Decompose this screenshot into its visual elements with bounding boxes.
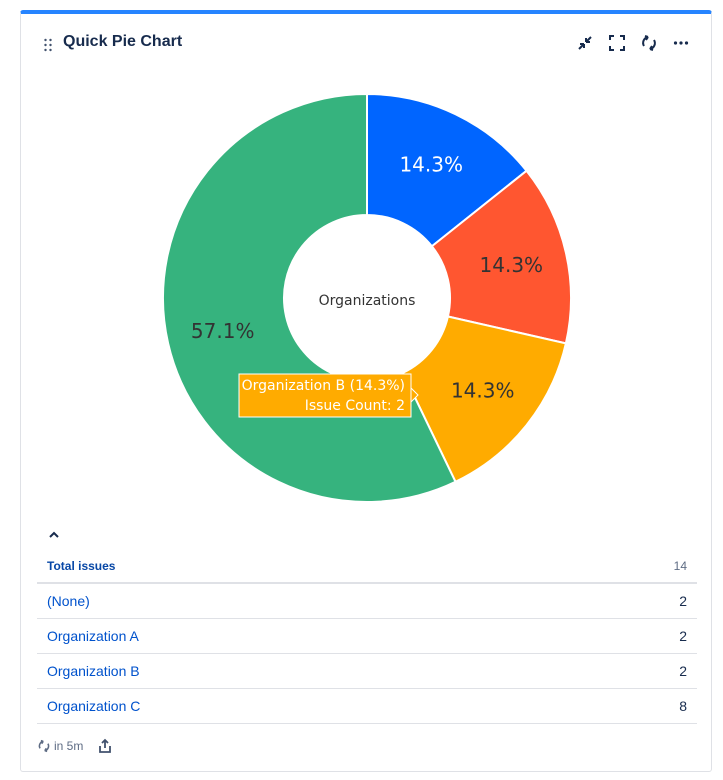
row-label-link[interactable]: Organization C (47, 698, 141, 714)
table-row: (None) 2 (37, 584, 697, 619)
row-count: 2 (679, 663, 687, 679)
total-issues-label: Total issues (47, 559, 116, 573)
minimize-button[interactable] (574, 32, 596, 54)
tooltip-line-1: Organization B (14.3%) (242, 378, 405, 394)
slice-percentage-label: 57.1% (191, 319, 255, 343)
gadget-header: Quick Pie Chart (21, 14, 711, 70)
table-row: Organization B 2 (37, 654, 697, 689)
row-count: 2 (679, 593, 687, 609)
chart-tooltip: Organization B (14.3%) Issue Count: 2 (238, 373, 419, 418)
refresh-button[interactable] (638, 32, 660, 54)
more-button[interactable] (670, 32, 692, 54)
refresh-icon (642, 35, 656, 51)
chart-center-label: Organizations (319, 293, 416, 309)
pie-slice[interactable] (366, 92, 528, 248)
collapse-chevron-icon[interactable] (45, 526, 63, 544)
quick-pie-chart-gadget: Quick Pie Chart 14.3% 14. (20, 10, 712, 772)
row-label-link[interactable]: Organization A (47, 628, 139, 644)
issues-table: Total issues 14 (None) 2 Organization A 2 Or… (37, 550, 697, 724)
total-issues-count: 14 (673, 559, 687, 573)
gadget-title: Quick Pie Chart (63, 33, 183, 50)
row-label-link[interactable]: (None) (47, 593, 90, 609)
table-header-row: Total issues 14 (37, 550, 697, 584)
table-row: Organization C 8 (37, 689, 697, 724)
fullscreen-icon (609, 35, 625, 51)
tooltip-box (238, 373, 412, 418)
row-label-link[interactable]: Organization B (47, 663, 140, 679)
slice-percentage-label: 14.3% (451, 378, 515, 402)
tooltip-arrow (410, 386, 419, 404)
pie-slice[interactable] (430, 169, 572, 345)
row-count: 2 (679, 628, 687, 644)
fullscreen-button[interactable] (606, 32, 628, 54)
auto-refresh-indicator: in 5m (37, 739, 83, 753)
tooltip-line-2: Issue Count: 2 (305, 398, 405, 414)
refresh-interval-text: in 5m (54, 739, 84, 753)
pie-chart: 14.3% 14.3% 14.3% 57.1% Organizations Organ… (21, 70, 713, 530)
pie-chart-svg: 14.3% 14.3% 14.3% 57.1% Organizations Organ… (162, 92, 572, 503)
table-row: Organization A 2 (37, 619, 697, 654)
auto-refresh-icon (38, 739, 50, 753)
more-icon (673, 41, 689, 45)
slice-percentage-label: 14.3% (480, 253, 544, 277)
gadget-footer: in 5m (37, 734, 113, 758)
row-count: 8 (679, 698, 687, 714)
drag-handle-icon[interactable] (43, 38, 53, 52)
share-icon[interactable] (97, 738, 113, 754)
slice-percentage-label: 14.3% (399, 153, 463, 177)
pie-slice[interactable] (401, 315, 568, 484)
minimize-icon (578, 36, 592, 50)
